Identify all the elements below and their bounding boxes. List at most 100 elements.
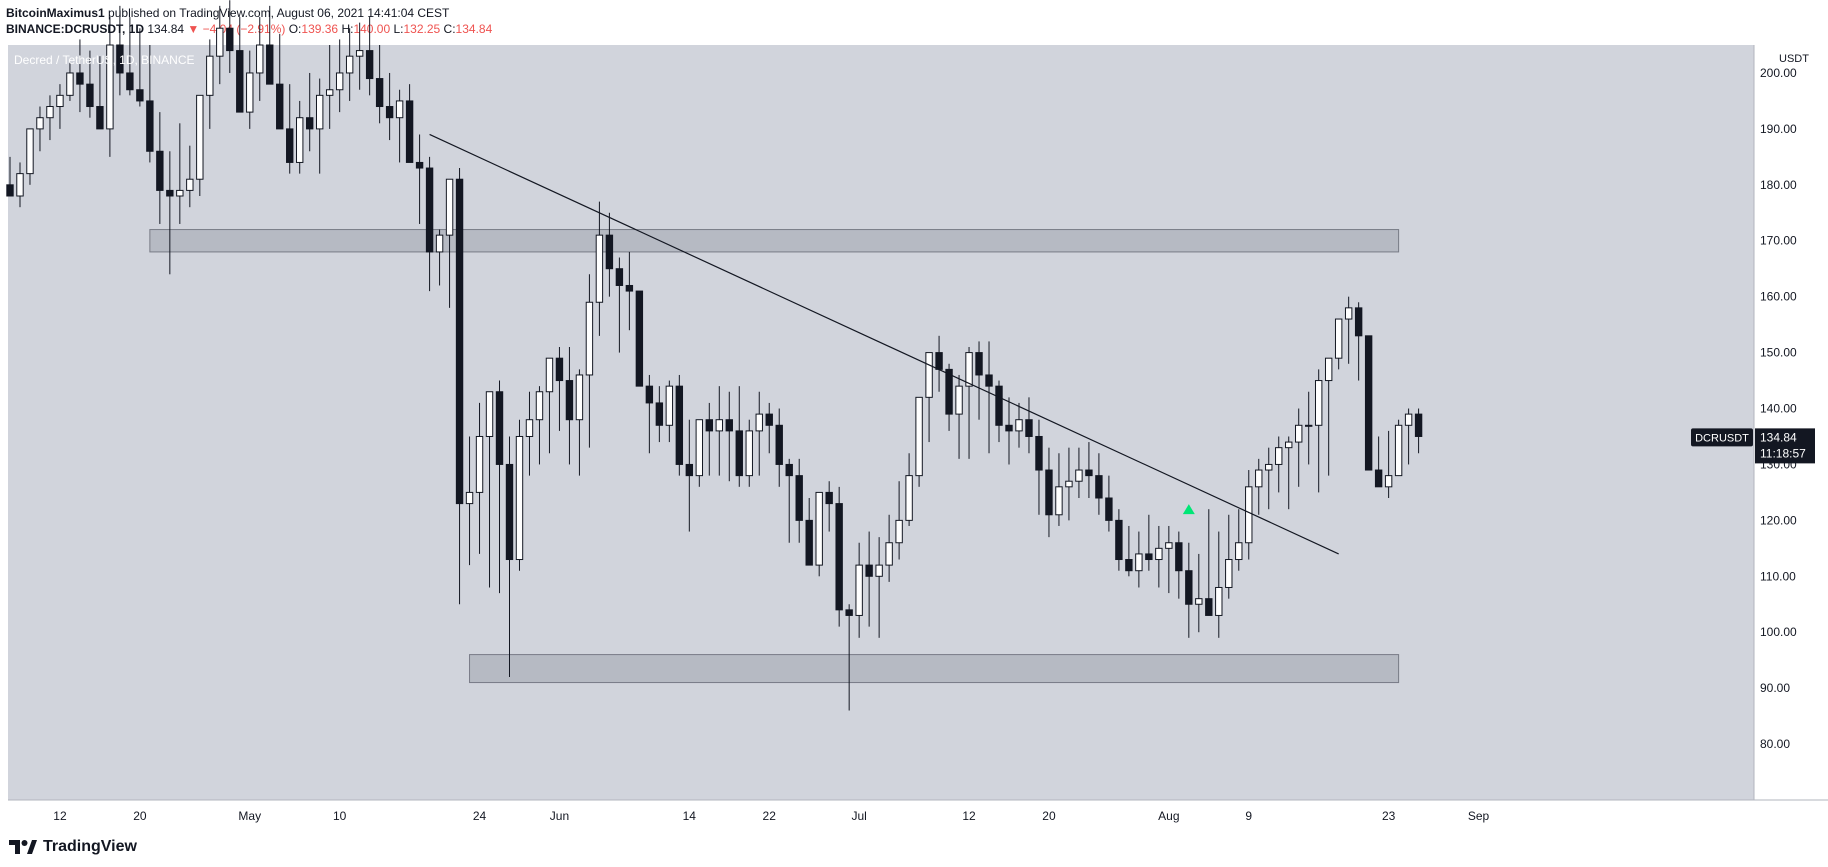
candle[interactable] xyxy=(136,28,144,107)
candle[interactable] xyxy=(695,419,704,487)
support-zone[interactable] xyxy=(469,654,1400,684)
candle[interactable] xyxy=(156,112,164,224)
candle[interactable] xyxy=(146,45,154,163)
candle[interactable] xyxy=(625,251,634,331)
candle[interactable] xyxy=(1125,525,1133,577)
candle[interactable] xyxy=(415,134,424,224)
candle[interactable] xyxy=(1265,447,1273,510)
candle[interactable] xyxy=(1404,408,1413,465)
candle[interactable] xyxy=(1165,525,1173,594)
candle[interactable] xyxy=(395,89,404,163)
candle[interactable] xyxy=(705,402,713,476)
candle[interactable] xyxy=(365,17,374,96)
candle[interactable] xyxy=(286,84,294,174)
candle[interactable] xyxy=(715,386,723,476)
candle[interactable] xyxy=(965,347,973,459)
candle[interactable] xyxy=(585,274,594,448)
candle[interactable] xyxy=(375,45,384,124)
candle[interactable] xyxy=(755,391,763,476)
candle[interactable] xyxy=(945,363,953,431)
author-name[interactable]: BitcoinMaximus1 xyxy=(6,6,105,20)
candle[interactable] xyxy=(206,39,214,129)
candle[interactable] xyxy=(455,168,464,605)
candle[interactable] xyxy=(635,290,644,387)
candle[interactable] xyxy=(26,128,34,185)
candle[interactable] xyxy=(605,212,614,297)
candle[interactable] xyxy=(845,604,853,711)
candle[interactable] xyxy=(785,458,793,543)
candle[interactable] xyxy=(1105,475,1113,532)
candle[interactable] xyxy=(36,106,44,152)
candle[interactable] xyxy=(905,453,913,526)
price-axis[interactable] xyxy=(1754,45,1828,800)
candle[interactable] xyxy=(575,369,584,476)
candle[interactable] xyxy=(256,17,264,101)
candle[interactable] xyxy=(296,100,304,174)
candle[interactable] xyxy=(615,257,624,353)
candle[interactable] xyxy=(725,391,733,482)
candle[interactable] xyxy=(335,39,344,113)
candle[interactable] xyxy=(1055,453,1063,526)
candle[interactable] xyxy=(1195,553,1203,633)
candle[interactable] xyxy=(46,95,54,141)
candle[interactable] xyxy=(535,386,544,465)
candle[interactable] xyxy=(795,458,803,543)
candle[interactable] xyxy=(515,419,524,571)
candle[interactable] xyxy=(835,486,843,627)
candle[interactable] xyxy=(1145,514,1153,571)
candle[interactable] xyxy=(1215,531,1223,638)
candle[interactable] xyxy=(875,537,883,638)
candle[interactable] xyxy=(1314,369,1323,493)
candle[interactable] xyxy=(116,5,124,96)
candle[interactable] xyxy=(1085,442,1093,498)
candle[interactable] xyxy=(815,491,823,577)
candle[interactable] xyxy=(545,357,554,454)
candle[interactable] xyxy=(765,402,773,454)
candle[interactable] xyxy=(1344,296,1353,364)
candle[interactable] xyxy=(495,380,504,594)
candle[interactable] xyxy=(1005,397,1013,465)
candle[interactable] xyxy=(325,45,334,129)
candle[interactable] xyxy=(315,78,324,174)
candle[interactable] xyxy=(505,436,514,677)
candle[interactable] xyxy=(675,374,684,476)
descending-trendline[interactable] xyxy=(429,133,1339,555)
candle[interactable] xyxy=(345,28,354,101)
candle[interactable] xyxy=(425,156,434,292)
candle[interactable] xyxy=(685,419,694,532)
candle[interactable] xyxy=(186,145,194,208)
candle[interactable] xyxy=(1255,458,1263,515)
candle[interactable] xyxy=(1414,408,1423,454)
candle[interactable] xyxy=(355,22,364,90)
candle[interactable] xyxy=(56,84,64,129)
candle[interactable] xyxy=(66,61,74,101)
candle[interactable] xyxy=(385,72,394,141)
candle[interactable] xyxy=(1275,436,1283,493)
candle[interactable] xyxy=(1305,391,1313,465)
candle[interactable] xyxy=(1334,318,1343,370)
candle[interactable] xyxy=(955,374,963,459)
candle[interactable] xyxy=(1065,447,1073,521)
candle[interactable] xyxy=(825,481,833,532)
candle[interactable] xyxy=(885,514,893,582)
candle[interactable] xyxy=(306,72,314,152)
candle[interactable] xyxy=(1155,525,1163,588)
candle[interactable] xyxy=(1364,335,1373,471)
candle[interactable] xyxy=(266,5,274,85)
candle[interactable] xyxy=(176,123,184,224)
candle[interactable] xyxy=(895,481,903,560)
candle[interactable] xyxy=(465,436,474,566)
candle[interactable] xyxy=(226,0,234,73)
candle[interactable] xyxy=(1324,357,1333,476)
candle[interactable] xyxy=(1025,397,1033,454)
candle[interactable] xyxy=(865,531,873,627)
tradingview-logo[interactable]: TradingView xyxy=(8,838,137,856)
candle[interactable] xyxy=(925,352,933,443)
candle[interactable] xyxy=(1225,514,1233,599)
candle[interactable] xyxy=(475,402,484,554)
candle[interactable] xyxy=(1035,419,1043,515)
candle[interactable] xyxy=(1285,436,1293,510)
candle[interactable] xyxy=(525,391,534,476)
candle[interactable] xyxy=(276,33,284,130)
candle[interactable] xyxy=(1235,509,1243,571)
